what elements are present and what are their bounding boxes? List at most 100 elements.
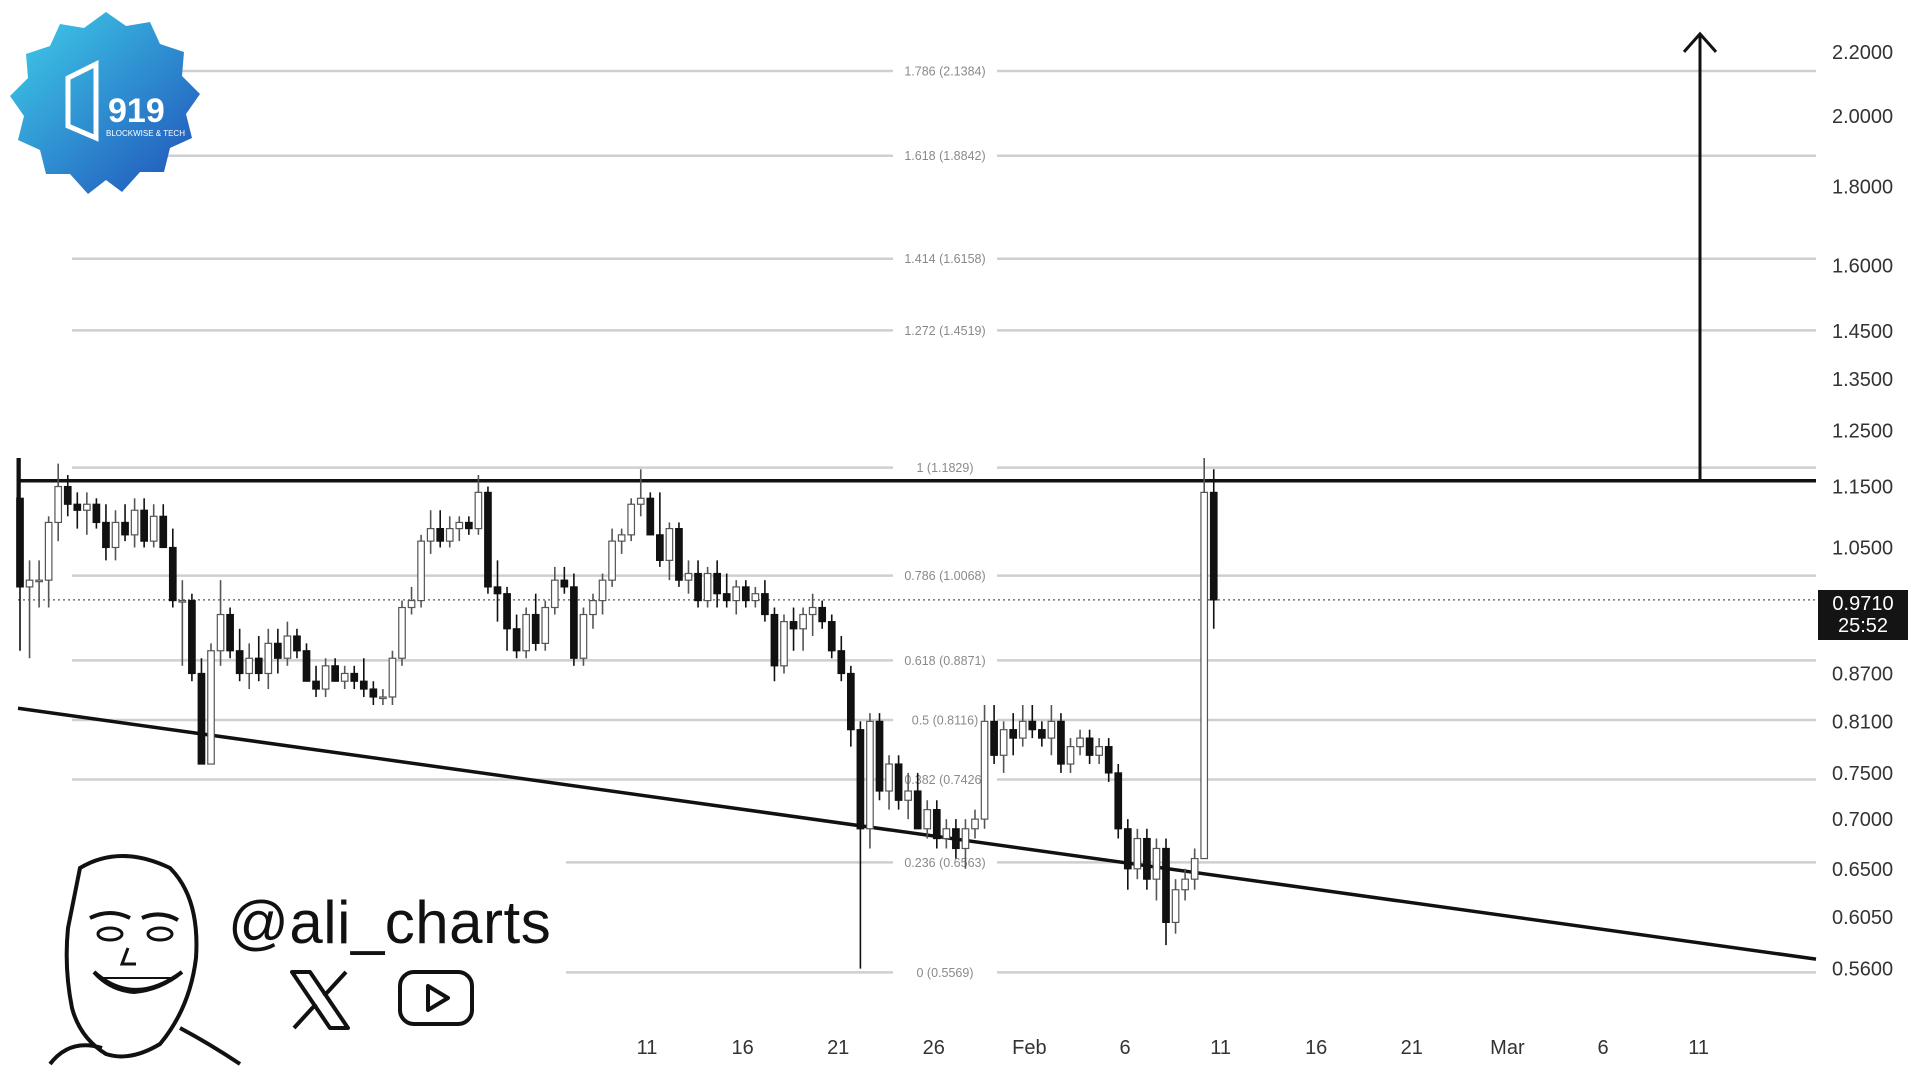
- candle-body: [1028, 720, 1037, 731]
- candle-body: [216, 613, 225, 652]
- candle-body: [522, 613, 531, 652]
- candle-body: [751, 593, 760, 602]
- y-tick-label: 1.4500: [1832, 321, 1893, 343]
- candle-body: [636, 497, 645, 505]
- candle-body: [512, 628, 521, 652]
- target-arrow-head: [1682, 31, 1718, 53]
- logo-text: 919: [108, 92, 165, 130]
- candle-body: [741, 586, 750, 602]
- y-tick-label: 0.6050: [1832, 907, 1893, 929]
- fib-label: 0 (0.5569): [917, 966, 974, 980]
- y-tick-label: 0.8100: [1832, 711, 1893, 733]
- y-tick-label: 2.2000: [1832, 42, 1893, 64]
- candle-body: [1123, 828, 1132, 870]
- candle-body: [923, 809, 932, 830]
- candle-body: [63, 485, 72, 505]
- candle-body: [990, 720, 998, 756]
- candle-body: [283, 635, 292, 659]
- candle-body: [541, 606, 550, 644]
- candle-body: [684, 572, 693, 581]
- logo-subtext: BLOCKWISE & TECH: [106, 129, 185, 138]
- candle-body: [455, 521, 464, 530]
- logo-badge-shape: [10, 12, 200, 194]
- candle-body: [1037, 729, 1046, 739]
- candle-body: [350, 672, 359, 682]
- y-tick-label: 0.6500: [1832, 859, 1893, 881]
- candle-body: [856, 729, 865, 830]
- candle-body: [321, 665, 330, 690]
- candle-body: [1047, 720, 1056, 739]
- candle-body: [732, 586, 741, 602]
- candle-body: [952, 828, 960, 850]
- candle-body: [560, 579, 569, 588]
- x-tick-label: 21: [827, 1037, 849, 1059]
- candle-body: [1104, 746, 1113, 774]
- candle-body: [904, 790, 913, 801]
- x-tick-label: 16: [731, 1037, 753, 1059]
- candle-body: [999, 729, 1008, 756]
- x-tick-label: 11: [1688, 1037, 1709, 1059]
- candle-body: [761, 593, 769, 616]
- candle-body: [436, 528, 445, 542]
- y-tick-label: 0.5600: [1832, 959, 1893, 981]
- candle-body: [570, 586, 578, 659]
- x-tick-label: Mar: [1490, 1037, 1525, 1059]
- candle-body: [503, 593, 511, 630]
- candle-body: [264, 642, 273, 675]
- logo-hex-icon: [65, 59, 99, 142]
- candle-body: [149, 515, 158, 542]
- candle-body: [254, 657, 263, 675]
- candle-body: [913, 790, 922, 830]
- candle-body: [82, 503, 91, 511]
- candle-body: [1095, 746, 1104, 756]
- candle-body: [111, 521, 120, 549]
- author-handle: @ali_charts: [228, 889, 552, 956]
- candle-body: [379, 696, 387, 700]
- candle-body: [340, 672, 349, 682]
- candle-body: [388, 657, 397, 698]
- candles: [16, 458, 1218, 969]
- candle-body: [121, 521, 129, 536]
- candle-body: [1114, 772, 1123, 830]
- candle-body: [598, 579, 607, 602]
- candle-body: [293, 635, 301, 652]
- candle-body: [369, 688, 378, 698]
- x-tick-label: 16: [1305, 1037, 1327, 1059]
- candle-body: [35, 579, 43, 583]
- candle-body: [331, 665, 339, 682]
- countdown-timer: 25:52: [1837, 615, 1889, 637]
- candle-body: [207, 650, 215, 765]
- y-tick-label: 1.0500: [1832, 537, 1893, 559]
- youtube-icon: [398, 970, 474, 1026]
- fib-label: 0.236 (0.6563): [904, 856, 985, 870]
- y-tick-label: 1.3500: [1832, 369, 1893, 391]
- x-tick-label: 11: [637, 1037, 658, 1059]
- fib-label: 0.618 (0.8871): [904, 654, 985, 668]
- candle-body: [226, 613, 234, 652]
- candle-body: [417, 540, 425, 602]
- candle-body: [713, 572, 722, 595]
- candle-body: [1171, 889, 1180, 924]
- candle-body: [875, 720, 884, 792]
- candle-body: [1066, 746, 1075, 765]
- candle-body: [493, 586, 502, 595]
- candle-body: [694, 572, 702, 602]
- candle-body: [484, 491, 492, 588]
- candle-body: [398, 606, 406, 659]
- candle-body: [579, 613, 588, 659]
- candle-body: [1162, 847, 1170, 924]
- candle-body: [866, 720, 874, 830]
- y-tick-label: 1.1500: [1832, 477, 1893, 499]
- candle-body: [608, 540, 616, 581]
- candle-body: [665, 528, 674, 561]
- candle-body: [178, 599, 187, 603]
- candle-body: [445, 528, 454, 542]
- x-tick-label: Feb: [1012, 1037, 1046, 1059]
- candle-body: [799, 613, 807, 630]
- candle-body: [827, 621, 836, 652]
- fib-label: 0.382 (0.7426): [904, 773, 985, 787]
- candle-body: [531, 613, 540, 644]
- candle-body: [846, 672, 855, 731]
- y-tick-label: 0.7000: [1832, 809, 1893, 831]
